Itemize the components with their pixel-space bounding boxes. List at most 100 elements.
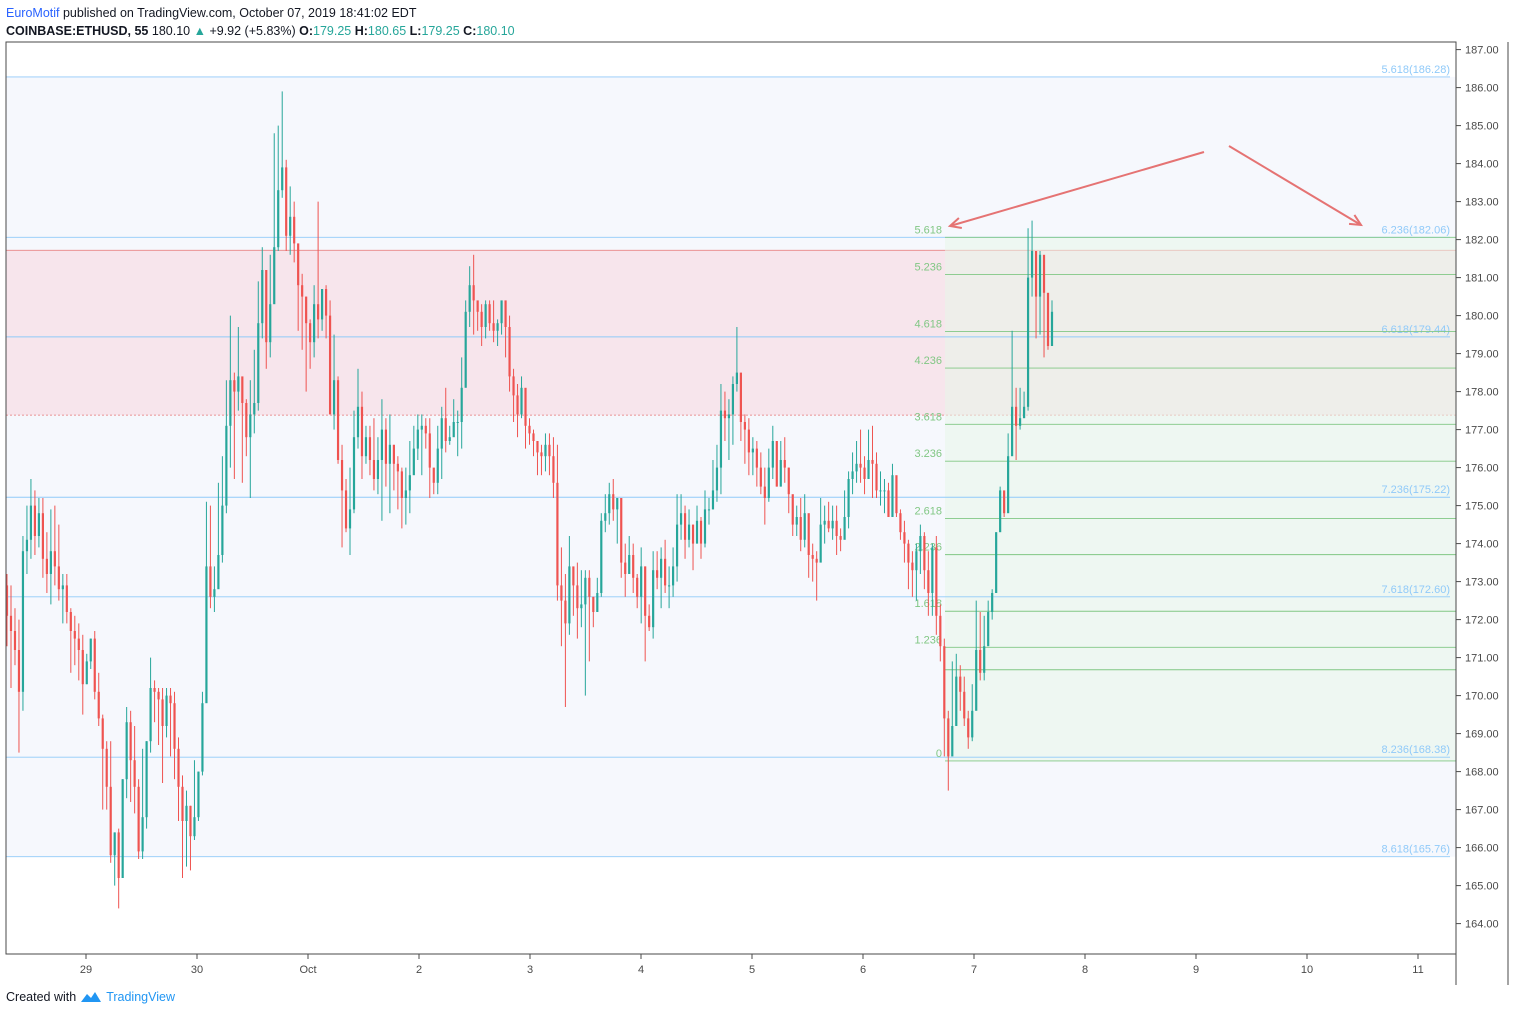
candle xyxy=(632,543,635,593)
tradingview-brand[interactable]: TradingView xyxy=(106,990,175,1004)
candle xyxy=(233,372,236,479)
candle-body xyxy=(153,688,156,692)
candle xyxy=(133,726,136,814)
candle xyxy=(157,688,160,745)
low-label: L: xyxy=(409,24,422,38)
candle-body xyxy=(141,817,144,852)
candle xyxy=(436,425,439,495)
candle xyxy=(803,494,806,548)
candle-body xyxy=(612,494,615,510)
candle-body xyxy=(835,520,838,536)
candle xyxy=(584,570,587,696)
x-tick-label-2: Oct xyxy=(299,964,316,976)
candle xyxy=(660,547,663,609)
candle-body xyxy=(93,638,96,692)
candle xyxy=(253,349,256,434)
candle-body xyxy=(476,300,479,312)
candle xyxy=(472,254,475,335)
candle-body xyxy=(707,509,711,511)
candle xyxy=(1042,254,1046,358)
candle xyxy=(783,437,786,483)
x-tick-label-9: 8 xyxy=(1082,964,1088,976)
candle xyxy=(456,410,459,457)
candle xyxy=(811,543,814,582)
candle xyxy=(883,479,886,514)
candle xyxy=(939,604,942,662)
candle xyxy=(53,505,56,586)
candle xyxy=(616,498,619,544)
candle xyxy=(536,441,539,476)
candle-body xyxy=(580,604,583,609)
candle-body xyxy=(488,304,491,324)
candle xyxy=(679,494,683,540)
candle-body xyxy=(664,558,667,586)
candle-body xyxy=(528,425,531,434)
candle xyxy=(305,296,308,392)
candle-body xyxy=(117,832,120,878)
candle-body xyxy=(604,513,607,521)
candle-body xyxy=(213,589,216,597)
candle xyxy=(121,779,124,878)
candle-body xyxy=(57,566,60,590)
candle-body xyxy=(975,650,978,711)
y-tick-label-21: 185.00 xyxy=(1465,121,1499,133)
candle-body xyxy=(520,387,523,415)
candle-body xyxy=(807,513,810,555)
candle-body xyxy=(544,444,547,457)
candle-body xyxy=(428,433,431,468)
candle-body xyxy=(879,490,882,492)
candle xyxy=(715,444,719,502)
candle xyxy=(81,634,84,715)
candle xyxy=(1050,300,1054,346)
last-price: 180.10 xyxy=(151,24,191,38)
candle-body xyxy=(456,422,459,423)
candle xyxy=(229,315,232,468)
candle-body xyxy=(739,372,742,422)
candle-body xyxy=(556,482,559,586)
candle-body xyxy=(963,691,966,719)
candle xyxy=(324,285,328,339)
candle xyxy=(209,505,212,609)
candle xyxy=(831,505,834,540)
candle-body xyxy=(261,270,264,324)
candle xyxy=(731,376,735,445)
candle xyxy=(480,304,483,346)
candle-body xyxy=(783,460,786,468)
y-tick-label-13: 177.00 xyxy=(1465,425,1499,437)
candle xyxy=(628,536,631,574)
open-label: O: xyxy=(299,24,313,38)
candle xyxy=(21,536,25,711)
candle-body xyxy=(955,676,958,726)
candle-body xyxy=(101,718,104,749)
candle-body xyxy=(5,585,9,616)
candle xyxy=(340,444,344,548)
x-tick-label-12: 11 xyxy=(1412,964,1423,976)
candle xyxy=(484,300,487,339)
candle xyxy=(987,600,990,647)
x-tick-label-5: 4 xyxy=(638,964,644,976)
candle xyxy=(301,273,304,350)
candle xyxy=(895,475,898,517)
author-link[interactable]: EuroMotif xyxy=(6,6,60,20)
candle xyxy=(217,482,220,590)
candle-body xyxy=(831,520,834,529)
y-tick-label-2: 166.00 xyxy=(1465,843,1499,855)
candle-body xyxy=(249,414,252,438)
candle xyxy=(265,270,268,369)
candle xyxy=(552,437,555,498)
candle xyxy=(608,482,611,525)
symbol-label[interactable]: COINBASE:ETHUSD, 55 xyxy=(6,24,149,38)
candle-body xyxy=(177,748,180,787)
candle-body xyxy=(420,425,423,430)
candle xyxy=(819,498,822,563)
candle xyxy=(1018,387,1022,430)
candle xyxy=(420,414,423,476)
candle xyxy=(524,387,527,449)
price-chart[interactable]: 5.618(186.28) 6.236(182.06) 6.618(179.44) 7… xyxy=(0,0,1515,985)
candle-body xyxy=(129,722,132,761)
candle-body xyxy=(943,646,946,719)
candle-body xyxy=(600,520,603,593)
candle xyxy=(875,452,878,498)
y-tick-label-4: 168.00 xyxy=(1465,767,1499,779)
candle xyxy=(41,498,44,578)
